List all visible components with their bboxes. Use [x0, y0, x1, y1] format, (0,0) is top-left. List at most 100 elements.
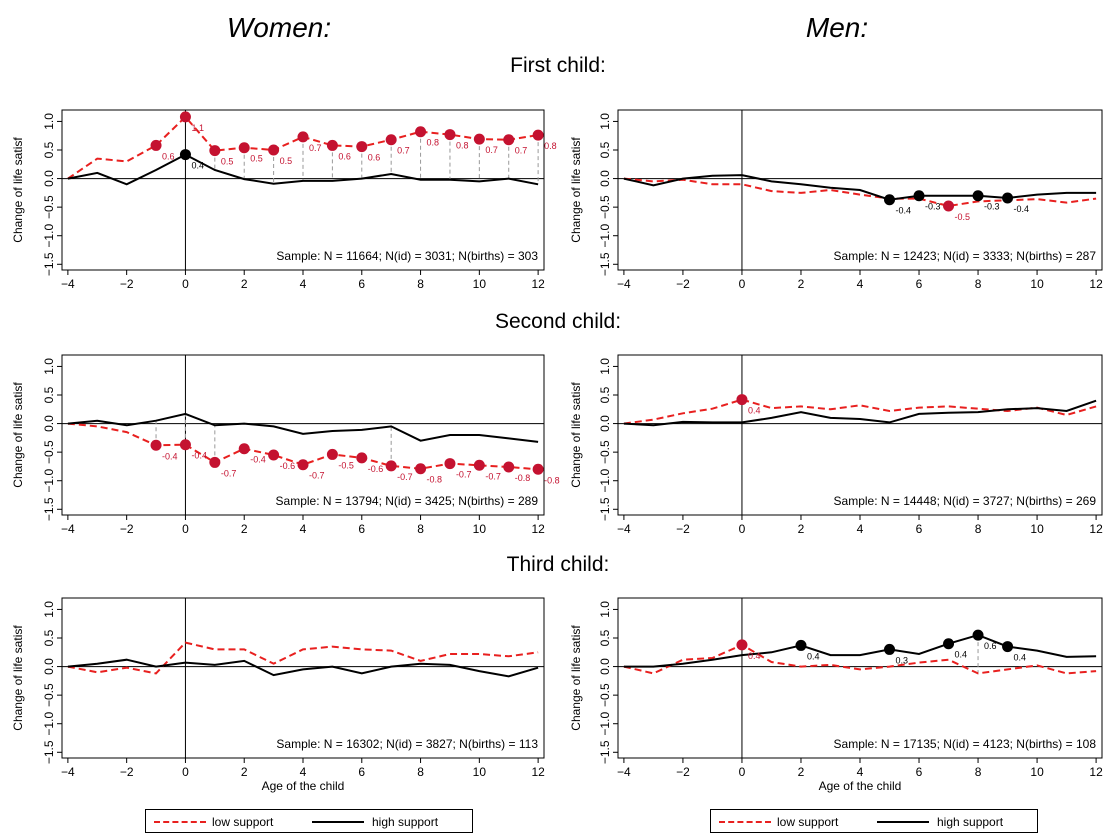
- chart-women-third: −1.5 −1.0 −0.5 0.0 0.5 1.0 −4 −2 0 2 4 6 8 10 12 Change…: [11, 597, 545, 793]
- significant-point: [1002, 641, 1014, 653]
- point-value-label: 0.8: [427, 138, 440, 148]
- significant-point: [326, 139, 338, 151]
- chart-women-first: −1.5 −1.0 −0.5 0.0 0.5 1.0 −4 −2 0 2 4 6 8 10 12 Change…: [11, 109, 557, 291]
- x-tick-label: 0: [182, 765, 189, 779]
- significant-point: [1002, 192, 1014, 204]
- x-tick-label: 10: [1030, 277, 1044, 291]
- x-tick-label: 2: [241, 765, 248, 779]
- significant-point: [209, 145, 221, 157]
- x-tick-label: 0: [182, 277, 189, 291]
- x-tick-label: 4: [300, 277, 307, 291]
- significant-point: [473, 133, 485, 145]
- series-line-low-support: [67, 641, 539, 675]
- sample-annotation: Sample: N = 17135; N(id) = 4123; N(birth…: [834, 737, 1097, 751]
- plot-frame: [617, 354, 1103, 516]
- point-value-label: -0.4: [896, 206, 912, 216]
- point-value-label: -0.4: [250, 455, 266, 465]
- significant-point: [972, 629, 984, 641]
- significant-point: [356, 141, 368, 153]
- significant-point: [415, 463, 427, 475]
- series-line-high-support: [623, 399, 1097, 427]
- significant-point: [238, 142, 250, 154]
- x-tick-label: 0: [182, 522, 189, 536]
- sample-annotation: Sample: N = 12423; N(id) = 3333; N(birth…: [834, 249, 1097, 263]
- x-tick-label: 8: [417, 522, 424, 536]
- significant-point: [943, 638, 955, 650]
- x-tick-label: −2: [120, 522, 134, 536]
- sample-annotation: Sample: N = 11664; N(id) = 3031; N(birth…: [276, 249, 538, 263]
- y-tick-label: 0.5: [598, 629, 612, 646]
- point-value-label: -0.7: [397, 472, 413, 482]
- significant-point: [150, 439, 162, 451]
- significant-point: [297, 131, 309, 143]
- y-tick-label: 0.0: [598, 170, 612, 187]
- x-tick-label: 6: [916, 522, 923, 536]
- point-value-label: 0.7: [515, 146, 528, 156]
- x-tick-label: −4: [617, 277, 631, 291]
- x-tick-label: 2: [241, 277, 248, 291]
- significant-point: [238, 443, 250, 455]
- series-line-low-support: [623, 643, 1097, 675]
- x-tick-label: 0: [739, 277, 746, 291]
- point-value-label: -0.8: [544, 475, 560, 485]
- x-tick-label: 10: [1030, 765, 1044, 779]
- x-tick-label: −4: [617, 765, 631, 779]
- point-value-label: 0.6: [984, 641, 997, 651]
- x-tick-label: 12: [1089, 765, 1103, 779]
- point-value-label: -0.4: [162, 451, 178, 461]
- point-value-label: 0.6: [338, 151, 351, 161]
- legend-women: low support high support: [145, 809, 473, 833]
- series-line-high-support: [67, 153, 539, 186]
- x-tick-label: 6: [358, 277, 365, 291]
- significant-point: [179, 111, 191, 123]
- y-tick-label: −0.5: [42, 683, 56, 707]
- x-tick-label: 10: [1030, 522, 1044, 536]
- legend-low-label: low support: [777, 815, 839, 829]
- x-tick-label: −2: [120, 277, 134, 291]
- significant-point: [179, 439, 191, 451]
- point-value-label: 0.6: [162, 151, 175, 161]
- series-line-high-support: [67, 412, 539, 443]
- series-line-high-support: [623, 174, 1097, 201]
- column-title-men: Men:: [805, 12, 869, 43]
- x-tick-label: 12: [531, 522, 545, 536]
- point-value-label: -0.7: [309, 471, 325, 481]
- point-value-label: -0.5: [338, 460, 354, 470]
- point-value-label: 0.4: [748, 406, 761, 416]
- point-value-label: 0.5: [280, 156, 293, 166]
- point-value-label: 0.8: [456, 141, 469, 151]
- y-axis-label: Change of life satisf: [569, 137, 583, 243]
- row-title-second-child: Second child:: [494, 310, 622, 333]
- point-value-label: 1.1: [191, 123, 204, 133]
- legend-low-swatch: [154, 821, 206, 823]
- point-value-label: -0.3: [984, 202, 1000, 212]
- legend-high-swatch: [312, 821, 364, 823]
- y-tick-label: 1.0: [42, 358, 56, 375]
- row-title-first-child: First child:: [510, 54, 606, 77]
- legend-low-swatch: [719, 821, 771, 823]
- plot-frame: [61, 597, 545, 759]
- y-tick-label: −1.0: [42, 469, 56, 493]
- significant-point: [532, 463, 544, 475]
- significant-point: [884, 194, 896, 206]
- x-tick-label: −2: [676, 765, 690, 779]
- y-tick-label: 0.5: [42, 386, 56, 403]
- x-tick-label: 4: [857, 765, 864, 779]
- plot-frame: [617, 597, 1103, 759]
- x-tick-label: 12: [1089, 522, 1103, 536]
- point-value-label: -0.4: [191, 451, 207, 461]
- significant-point: [268, 144, 280, 156]
- column-title-women: Women:: [226, 12, 332, 43]
- y-tick-label: 0.0: [42, 170, 56, 187]
- significant-point: [943, 200, 955, 212]
- y-tick-label: 0.5: [42, 629, 56, 646]
- significant-point: [297, 459, 309, 471]
- x-tick-label: −4: [61, 277, 75, 291]
- x-tick-label: −2: [120, 765, 134, 779]
- point-value-label: 0.7: [485, 145, 498, 155]
- y-tick-label: −1.0: [598, 712, 612, 736]
- y-tick-label: 0.5: [598, 386, 612, 403]
- point-value-label: -0.5: [955, 212, 971, 222]
- point-value-label: 0.3: [896, 655, 909, 665]
- significant-point: [356, 452, 368, 464]
